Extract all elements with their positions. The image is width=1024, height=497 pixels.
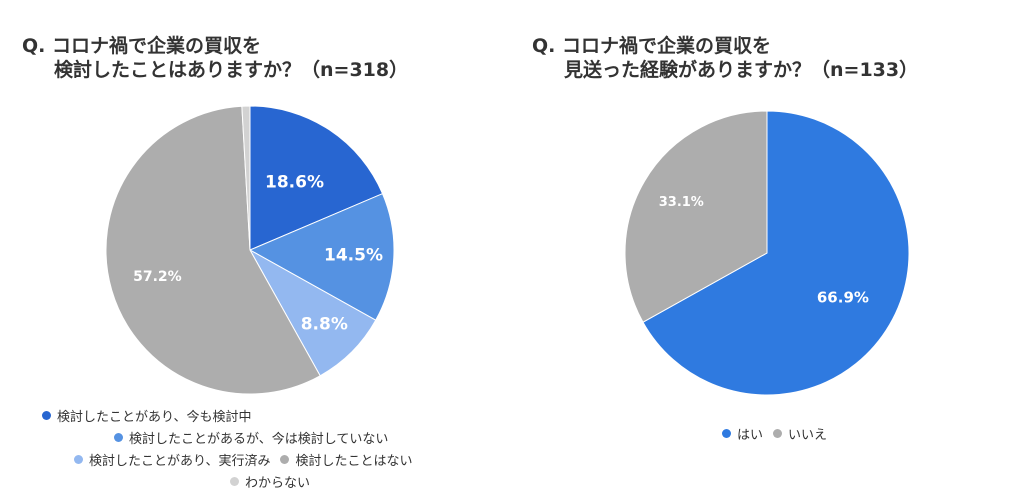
pie-slice [248, 192, 395, 321]
legend-label: いいえ [788, 427, 828, 443]
legend-dot [230, 476, 239, 486]
legend-label: わからない [245, 475, 311, 491]
chart-consider-acquisition: Q. コロナ禍で企業の買収を 検討したことはありますか？（n=318） 18.6… [0, 0, 510, 497]
legend-item: 検討したことがあり、今も検討中 [42, 404, 413, 426]
legend-item: いいえ [773, 422, 827, 444]
legend-label: 検討したことがあり、実行済み [89, 453, 271, 469]
legend-label: 検討したことはない [295, 453, 413, 469]
pie-chart: 18.6% 14.5% 8.8% 57.2% [105, 105, 395, 395]
legend-dot [114, 432, 123, 442]
legend-label: 検討したことがあるが、今は検討していない [129, 431, 389, 447]
slice-value-label: 18.6% [265, 173, 324, 193]
legend-item: 検討したことがあり、実行済み [74, 448, 270, 470]
legend-dot [74, 454, 83, 464]
chart-title-line2: 見送った経験がありますか？（n=133） [564, 59, 919, 81]
pie-slice [241, 105, 251, 251]
legend-label: はい [737, 427, 764, 443]
legend-item: 検討したことはない [280, 448, 413, 470]
slice-value-label: 14.5% [324, 246, 383, 266]
pie-chart: 66.9% 33.1% [624, 110, 910, 396]
chart-title: Q. コロナ禍で企業の買収を 検討したことはありますか？（n=318） [22, 34, 408, 82]
legend: 検討したことがあり、今も検討中 検討したことがあるが、今は検討していない 検討し… [42, 404, 413, 492]
legend-dot [773, 428, 783, 438]
chart-forgo-acquisition: Q. コロナ禍で企業の買収を 見送った経験がありますか？（n=133） 66.9… [510, 0, 1024, 497]
chart-title: Q. コロナ禍で企業の買収を 見送った経験がありますか？（n=133） [532, 34, 918, 82]
pie-slice [105, 105, 321, 395]
slice-value-label: 66.9% [817, 289, 869, 307]
slice-value-label: 57.2% [133, 269, 182, 285]
legend-row: はい いいえ [722, 422, 827, 444]
chart-title-line1: Q. コロナ禍で企業の買収を [22, 35, 261, 57]
slice-value-label: 8.8% [301, 314, 348, 334]
legend-item: はい [722, 422, 763, 444]
chart-title-line2: 検討したことはありますか？（n=318） [54, 59, 409, 81]
pie-slice [624, 110, 768, 323]
legend: はい いいえ [722, 422, 827, 444]
legend-dot [722, 428, 731, 438]
legend-item: 検討したことがあるが、今は検討していない [114, 426, 413, 448]
legend-item: わからない [230, 470, 413, 492]
chart-title-line1: Q. コロナ禍で企業の買収を [532, 35, 771, 57]
legend-label: 検討したことがあり、今も検討中 [57, 409, 252, 425]
legend-dot [42, 410, 51, 420]
legend-row: 検討したことがあり、実行済み 検討したことはない [74, 448, 413, 470]
slice-value-label: 33.1% [659, 195, 704, 210]
legend-dot [280, 454, 290, 464]
pie-slice [249, 105, 384, 251]
pie-slice [642, 110, 910, 396]
